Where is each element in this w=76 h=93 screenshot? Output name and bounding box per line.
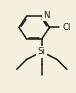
Text: Cl: Cl [62, 23, 71, 32]
Text: Si: Si [38, 47, 46, 56]
Text: N: N [43, 11, 50, 20]
